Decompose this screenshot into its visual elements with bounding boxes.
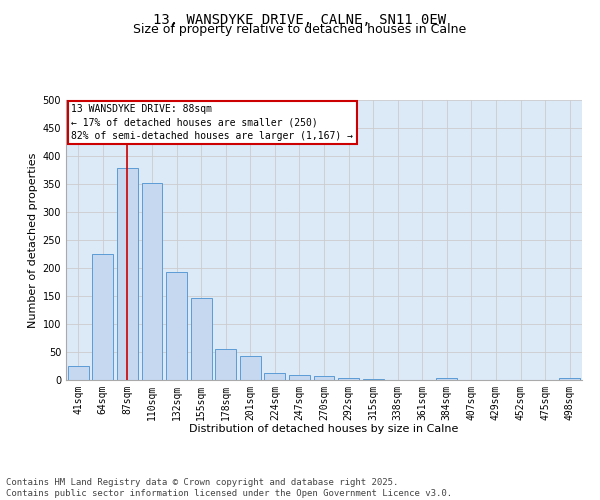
Text: Size of property relative to detached houses in Calne: Size of property relative to detached ho… <box>133 22 467 36</box>
Bar <box>289 375 310 380</box>
Y-axis label: Number of detached properties: Number of detached properties <box>28 152 38 328</box>
X-axis label: Distribution of detached houses by size in Calne: Distribution of detached houses by size … <box>190 424 458 434</box>
Bar <box>191 298 212 380</box>
Bar <box>559 378 580 380</box>
Bar <box>68 366 89 380</box>
Bar <box>338 378 359 380</box>
Bar <box>362 379 383 380</box>
Bar <box>314 376 334 380</box>
Text: 13 WANSDYKE DRIVE: 88sqm
← 17% of detached houses are smaller (250)
82% of semi-: 13 WANSDYKE DRIVE: 88sqm ← 17% of detach… <box>71 104 353 141</box>
Bar <box>117 168 138 380</box>
Text: 13, WANSDYKE DRIVE, CALNE, SN11 0EW: 13, WANSDYKE DRIVE, CALNE, SN11 0EW <box>154 12 446 26</box>
Bar <box>166 272 187 380</box>
Text: Contains HM Land Registry data © Crown copyright and database right 2025.
Contai: Contains HM Land Registry data © Crown c… <box>6 478 452 498</box>
Bar <box>436 378 457 380</box>
Bar <box>265 374 286 380</box>
Bar <box>92 254 113 380</box>
Bar <box>142 183 163 380</box>
Bar <box>215 349 236 380</box>
Bar <box>240 356 261 380</box>
